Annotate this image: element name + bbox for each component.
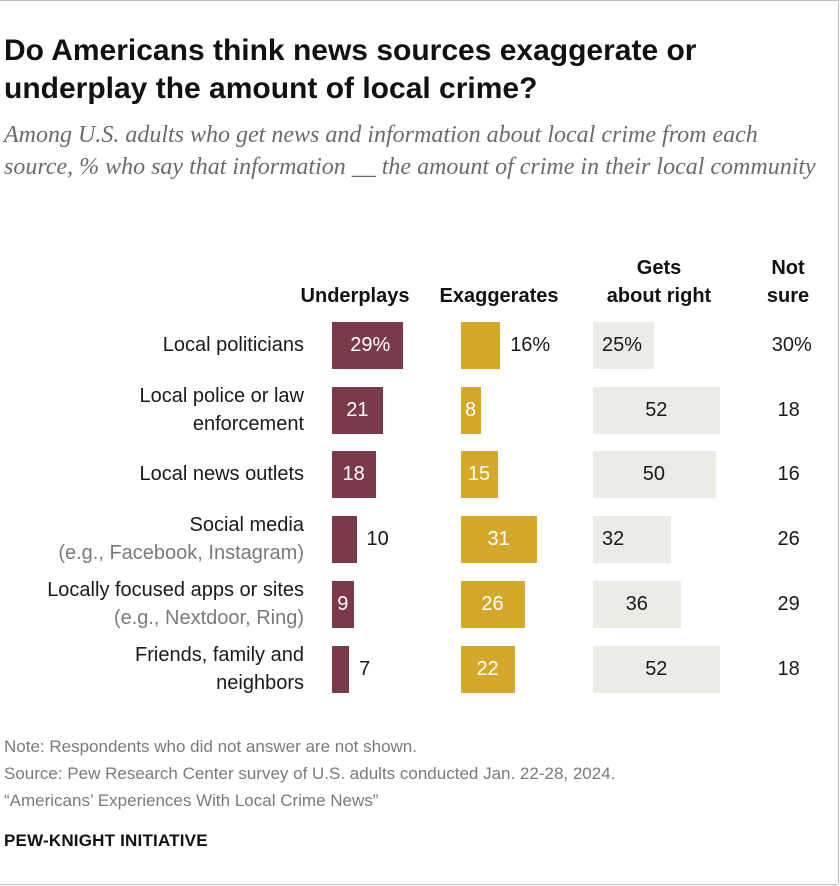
frame-top-border [0, 0, 838, 1]
category-label-example: (e.g., Nextdoor, Ring) [113, 607, 304, 629]
category-label-line: Local news outlets [139, 463, 304, 485]
frame-bottom-border [0, 884, 838, 885]
bar-underplays [332, 386, 384, 434]
chart-note: Note: Respondents who did not answer are… [4, 737, 417, 756]
bar-underplays [332, 645, 350, 693]
data-label-exaggerates: 22 [476, 658, 499, 680]
bar-gets-right [593, 321, 655, 369]
category-label-line: Friends, family and [135, 644, 304, 666]
column-header-gets-right: Gets about right [606, 257, 712, 307]
category-label: Local news outlets [139, 460, 304, 488]
data-label-underplays: 9 [337, 593, 349, 615]
data-label-not-sure: 29 [777, 593, 800, 615]
data-label-not-sure: 18 [777, 399, 800, 421]
bar-exaggerates [461, 645, 515, 693]
bar-underplays [332, 321, 404, 369]
data-label-underplays: 7 [359, 658, 371, 680]
data-label-not-sure: 26 [777, 528, 800, 550]
data-label-exaggerates: 15 [467, 463, 491, 485]
bar-exaggerates [461, 386, 481, 434]
data-label-not-sure: 30% [771, 334, 812, 356]
chart-title: Do Americans think news sources exaggera… [4, 34, 697, 105]
chart-source: Source: Pew Research Center survey of U.… [4, 764, 616, 783]
data-label-gets-right: 32 [602, 528, 625, 550]
data-label-exaggerates: 16% [510, 334, 551, 356]
column-header-not-sure: Not sure [766, 257, 810, 307]
column-header-underplays: Underplays [300, 285, 410, 307]
data-label-exaggerates: 31 [487, 528, 510, 550]
data-label-underplays: 10 [366, 528, 389, 550]
data-label-underplays: 18 [342, 463, 365, 485]
data-label-gets-right: 36 [625, 593, 648, 615]
brand-label: PEW-KNIGHT INITIATIVE [4, 831, 208, 850]
chart-report-title: “Americans’ Experiences With Local Crime… [4, 791, 379, 810]
category-label: Social media (e.g., Facebook, Instagram) [58, 511, 304, 567]
frame-right-border [838, 0, 839, 884]
data-label-gets-right: 50 [642, 463, 665, 485]
bar-exaggerates [461, 321, 501, 369]
bar-gets-right [593, 645, 721, 693]
data-label-not-sure: 16 [777, 463, 800, 485]
bar-underplays [332, 450, 377, 498]
category-label-line: Social media [189, 514, 304, 536]
bar-exaggerates [461, 580, 525, 628]
bar-gets-right [593, 515, 672, 563]
category-label: Local police or law enforcement [139, 382, 304, 438]
chart-subtitle: Among U.S. adults who get news and infor… [4, 122, 816, 180]
bar-gets-right [593, 450, 716, 498]
bar-exaggerates [461, 515, 537, 563]
data-label-gets-right: 25% [602, 334, 643, 356]
data-label-exaggerates: 26 [481, 593, 504, 615]
bar-gets-right [593, 386, 721, 434]
bar-exaggerates [461, 450, 498, 498]
category-label-line: enforcement [192, 413, 304, 435]
category-label-line: Local police or law [139, 385, 304, 407]
column-header-exaggerates: Exaggerates [439, 285, 559, 307]
category-label-line: Locally focused apps or sites [47, 579, 304, 601]
data-label-not-sure: 18 [777, 658, 800, 680]
data-label-exaggerates: 8 [465, 399, 477, 421]
bar-underplays [332, 515, 357, 563]
category-label-example: (e.g., Facebook, Instagram) [58, 542, 304, 564]
data-label-underplays: 21 [346, 399, 369, 421]
data-label-underplays: 29% [350, 334, 391, 356]
data-label-gets-right: 52 [645, 658, 668, 680]
category-label: Friends, family and neighbors [135, 641, 304, 697]
category-label-line: Local politicians [162, 334, 304, 356]
bar-underplays [332, 580, 355, 628]
bar-gets-right [593, 580, 682, 628]
category-label: Locally focused apps or sites (e.g., Next… [47, 576, 304, 632]
category-label-line: neighbors [216, 672, 304, 694]
data-label-gets-right: 52 [645, 399, 668, 421]
category-label: Local politicians [163, 331, 304, 359]
